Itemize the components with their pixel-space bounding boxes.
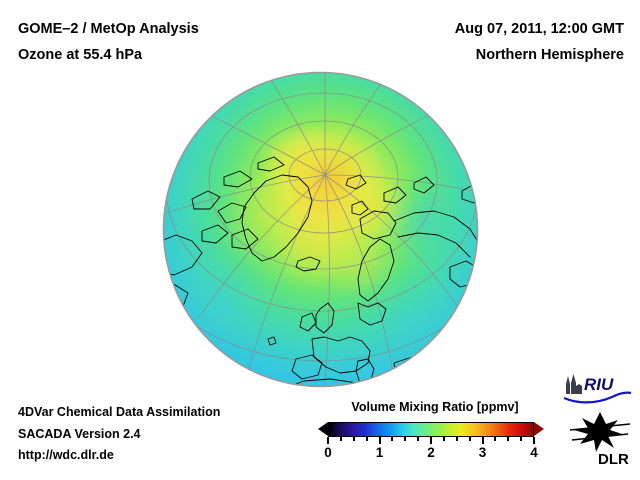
colorbar-tick-label: 4 [530, 445, 538, 460]
analysis-region: Northern Hemisphere [475, 47, 624, 63]
colorbar-title: Volume Mixing Ratio [ppmv] [351, 400, 519, 414]
colorbar-minor-tick [507, 437, 510, 441]
colorbar-minor-tick [339, 437, 342, 441]
colorbar-minor-tick [365, 437, 368, 441]
figure-title: GOME–2 / MetOp Analysis Ozone at 55.4 hP… [18, 16, 199, 68]
globe-svg [162, 71, 479, 388]
colorbar-major-tick [430, 437, 432, 444]
dlr-logo: DLR [566, 410, 634, 468]
ozone-field-layer [163, 72, 478, 387]
dlr-logo-svg: DLR [569, 412, 631, 468]
colorbar-minor-tick [417, 437, 420, 441]
colorbar-max-arrow-cap [534, 422, 544, 436]
footer-line-1: 4DVar Chemical Data Assimilation [18, 405, 221, 419]
title-line-2: Ozone at 55.4 hPa [18, 47, 143, 63]
riu-wordmark: RIU [584, 375, 614, 394]
colorbar-major-tick [327, 437, 329, 444]
colorbar-tick-label: 1 [375, 445, 384, 460]
colorbar-minor-tick [455, 437, 458, 441]
graticule-layer [163, 72, 478, 387]
footer-credits: 4DVar Chemical Data Assimilation SACADA … [18, 402, 220, 467]
colorbar: Volume Mixing Ratio [ppmv] 0 1 2 3 4 [310, 400, 560, 470]
colorbar-minor-tick [352, 437, 355, 441]
colorbar-ticks [327, 437, 535, 445]
colorbar-minor-tick [468, 437, 471, 441]
footer-line-3: http://wdc.dlr.de [18, 448, 114, 462]
orthographic-globe-map [162, 71, 479, 388]
colorbar-gradient [328, 422, 534, 437]
riu-logo: RIU [562, 372, 632, 404]
colorbar-min-arrow-cap [318, 422, 328, 436]
colorbar-tick-labels: 0 1 2 3 4 [324, 445, 538, 465]
colorbar-minor-tick [442, 437, 445, 441]
footer-line-2: SACADA Version 2.4 [18, 426, 141, 441]
colorbar-bar-row [310, 420, 560, 440]
colorbar-minor-tick [494, 437, 497, 441]
colorbar-tick-label: 2 [427, 445, 435, 460]
dlr-mark-icon [574, 412, 622, 452]
analysis-datetime: Aug 07, 2011, 12:00 GMT [454, 21, 624, 37]
colorbar-minor-tick [520, 437, 523, 441]
colorbar-minor-tick [404, 437, 407, 441]
colorbar-tick-label: 0 [324, 445, 332, 460]
colorbar-minor-tick [391, 437, 394, 441]
dlr-wordmark: DLR [598, 451, 629, 468]
cologne-cathedral-icon [566, 374, 582, 394]
riu-swoosh [563, 391, 632, 404]
riu-logo-svg: RIU [563, 374, 632, 404]
colorbar-major-tick [378, 437, 381, 444]
dlr-mark-lines [569, 423, 631, 441]
globe-rim [162, 71, 479, 388]
title-line-1: GOME–2 / MetOp Analysis [18, 21, 199, 37]
colorbar-major-tick [533, 437, 535, 444]
figure-subtitle: Aug 07, 2011, 12:00 GMT Northern Hemisph… [455, 16, 624, 68]
colorbar-major-tick [481, 437, 484, 444]
colorbar-tick-label: 3 [478, 445, 487, 460]
